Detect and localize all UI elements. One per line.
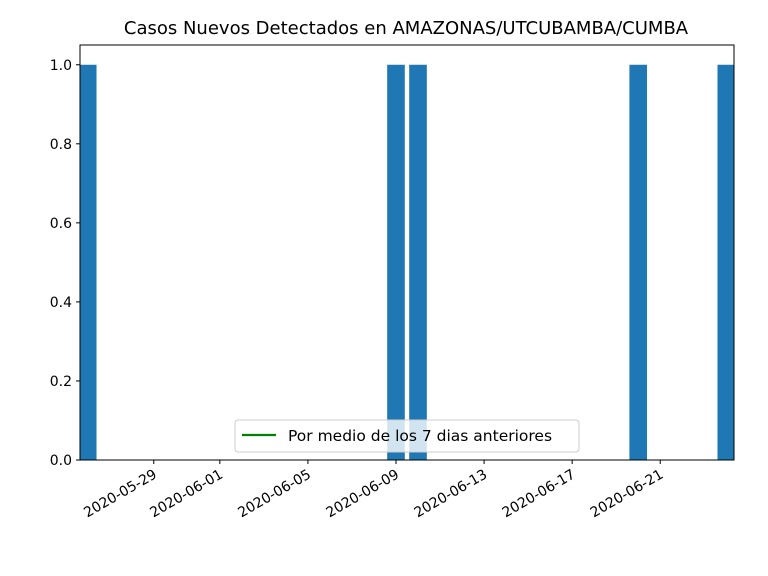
legend-box <box>234 419 580 453</box>
bars-layer <box>80 64 734 460</box>
x-tick-label: 2020-06-01 <box>147 467 225 522</box>
x-tick-label: 2020-05-29 <box>81 467 159 522</box>
x-tick-label: 2020-06-13 <box>412 467 490 522</box>
plot-frame <box>79 44 735 461</box>
x-tick-label: 2020-06-05 <box>235 467 313 522</box>
y-tick-label: 0.2 <box>50 374 72 390</box>
bar-2020-06-10 <box>409 64 427 460</box>
legend: Por medio de los 7 dias anteriores <box>234 419 580 453</box>
legend-label: Por medio de los 7 dias anteriores <box>288 427 552 445</box>
bar-2020-06-20 <box>629 64 648 460</box>
y-axis: 0.0 0.2 0.4 0.6 0.8 1.0 <box>50 58 80 469</box>
x-tick-label: 2020-06-21 <box>588 467 666 522</box>
y-tick-label: 0.8 <box>50 137 72 153</box>
bar-2020-05-26 <box>80 64 97 460</box>
x-tick-label: 2020-06-17 <box>500 467 578 522</box>
x-tick-label: 2020-06-09 <box>324 467 402 522</box>
y-tick-label: 0.6 <box>50 216 72 232</box>
chart-title: Casos Nuevos Detectados en AMAZONAS/UTCU… <box>124 18 689 39</box>
y-tick-label: 1.0 <box>50 58 72 74</box>
y-tick-label: 0.4 <box>50 295 72 311</box>
y-tick-label: 0.0 <box>50 453 72 469</box>
bar-2020-06-24 <box>717 64 734 460</box>
bars <box>80 64 734 460</box>
bar-2020-06-09 <box>387 64 405 460</box>
